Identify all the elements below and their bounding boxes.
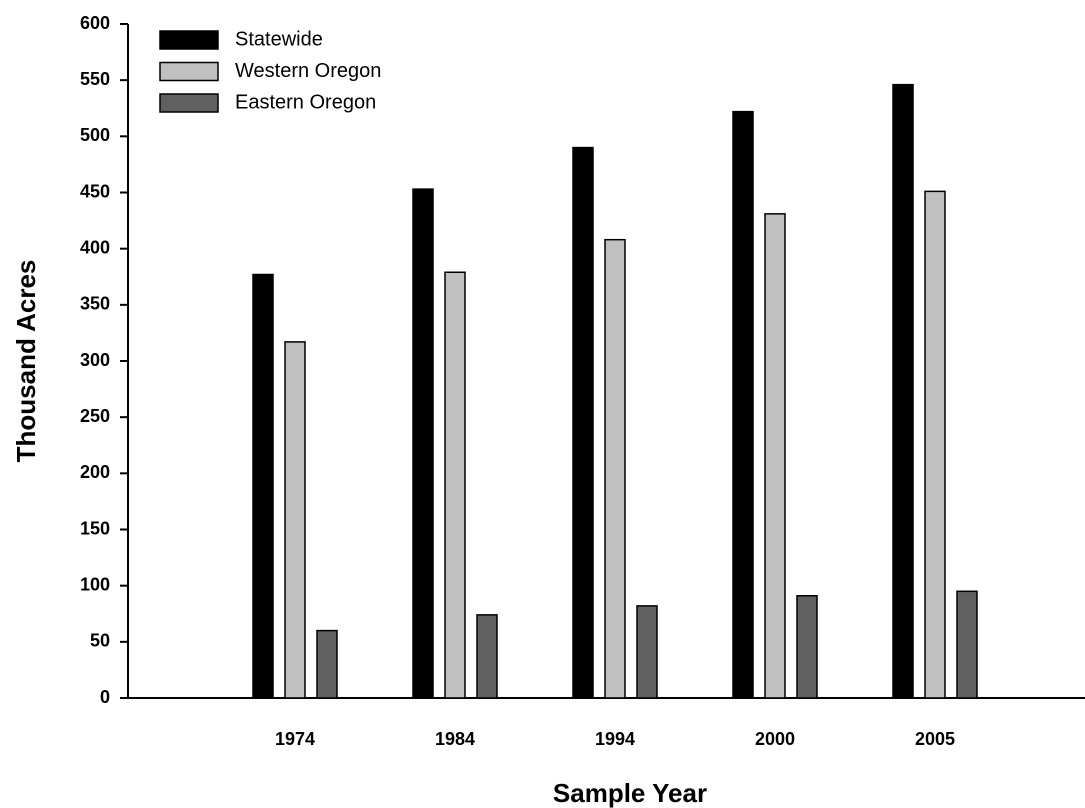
y-tick-label: 400: [80, 237, 110, 257]
y-tick-label: 350: [80, 294, 110, 314]
bar: [252, 273, 274, 699]
legend-label: Eastern Oregon: [235, 91, 376, 113]
bar: [924, 190, 946, 699]
bar: [412, 188, 434, 699]
bar: [604, 238, 626, 699]
bar: [636, 605, 658, 699]
legend-swatch: [159, 30, 219, 50]
x-tick-label: 2000: [755, 729, 795, 749]
y-tick-label: 450: [80, 181, 110, 201]
y-tick-label: 500: [80, 125, 110, 145]
x-axis-label: Sample Year: [553, 778, 707, 808]
x-tick-label: 1984: [435, 729, 475, 749]
legend-label: Western Oregon: [235, 60, 381, 82]
y-axis-label: Thousand Acres: [11, 260, 41, 463]
bar: [892, 83, 914, 699]
y-tick-label: 550: [80, 69, 110, 89]
y-tick-label: 50: [90, 631, 110, 651]
y-tick-label: 200: [80, 462, 110, 482]
y-tick-label: 600: [80, 13, 110, 33]
bar: [956, 590, 978, 699]
x-tick-label: 2005: [915, 729, 955, 749]
legend-label: Statewide: [235, 28, 323, 50]
x-tick-label: 1994: [595, 729, 635, 749]
x-tick-label: 1974: [275, 729, 315, 749]
bar: [476, 614, 498, 699]
bar: [732, 110, 754, 699]
y-tick-label: 250: [80, 406, 110, 426]
bar: [764, 213, 786, 699]
bar: [796, 595, 818, 699]
bar: [284, 341, 306, 699]
bar: [572, 146, 594, 699]
y-tick-label: 0: [100, 687, 110, 707]
y-tick-label: 100: [80, 574, 110, 594]
bar: [444, 271, 466, 699]
legend-swatch: [159, 61, 219, 82]
legend-swatch: [159, 93, 219, 113]
bar: [316, 629, 338, 699]
y-tick-label: 300: [80, 350, 110, 370]
y-tick-label: 150: [80, 518, 110, 538]
